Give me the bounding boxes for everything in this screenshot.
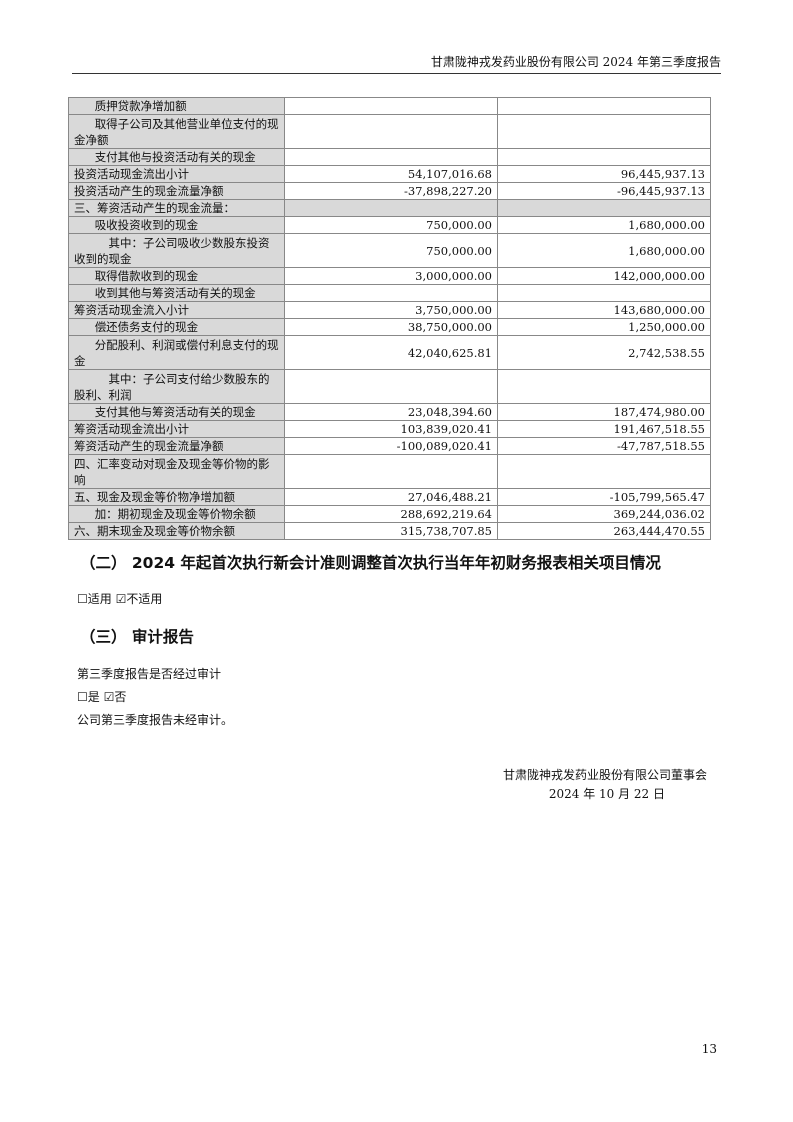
current-period-value: 42,040,625.81 bbox=[284, 335, 498, 370]
row-label: 质押贷款净增加额 bbox=[68, 97, 285, 115]
row-label: 加：期初现金及现金等价物余额 bbox=[68, 505, 285, 523]
prior-period-value bbox=[497, 454, 711, 489]
current-period-value: 315,738,707.85 bbox=[284, 522, 498, 540]
prior-period-value bbox=[497, 148, 711, 166]
current-period-value bbox=[284, 114, 498, 149]
row-label: 投资活动产生的现金流量净额 bbox=[68, 182, 285, 200]
row-label: 其中：子公司吸收少数股东投资收到的现金 bbox=[68, 233, 285, 268]
current-period-value bbox=[284, 369, 498, 404]
section-heading-3: （三） 审计报告 bbox=[80, 628, 194, 646]
prior-period-value: 143,680,000.00 bbox=[497, 301, 711, 319]
table-row: 收到其他与筹资活动有关的现金 bbox=[68, 284, 711, 302]
row-label: 取得借款收到的现金 bbox=[68, 267, 285, 285]
prior-period-value: 369,244,036.02 bbox=[497, 505, 711, 523]
table-row: 其中：子公司支付给少数股东的股利、利润 bbox=[68, 369, 711, 404]
audit-options: ☐是 ☑否 bbox=[77, 690, 127, 704]
current-period-value: 750,000.00 bbox=[284, 216, 498, 234]
prior-period-value bbox=[497, 97, 711, 115]
prior-period-value bbox=[497, 284, 711, 302]
table-row: 筹资活动现金流出小计 103,839,020.41 191,467,518.55 bbox=[68, 420, 711, 438]
current-period-value: 27,046,488.21 bbox=[284, 488, 498, 506]
table-row: 分配股利、利润或偿付利息支付的现金 42,040,625.81 2,742,538.… bbox=[68, 335, 711, 370]
current-period-value bbox=[284, 454, 498, 489]
page-header: 甘肃陇神戎发药业股份有限公司 2024 年第三季度报告 bbox=[430, 55, 721, 69]
table-row: 投资活动现金流出小计 54,107,016.68 96,445,937.13 bbox=[68, 165, 711, 183]
prior-period-value: 2,742,538.55 bbox=[497, 335, 711, 370]
current-period-value: 38,750,000.00 bbox=[284, 318, 498, 336]
table-row: 五、现金及现金等价物净增加额 27,046,488.21 -105,799,565.… bbox=[68, 488, 711, 506]
prior-period-value bbox=[497, 199, 711, 217]
table-row: 筹资活动现金流入小计 3,750,000.00 143,680,000.00 bbox=[68, 301, 711, 319]
cash-flow-table: 质押贷款净增加额 取得子公司及其他营业单位支付的现金净额 支付其他与投资活动有关的现… bbox=[68, 97, 711, 540]
row-label: 支付其他与投资活动有关的现金 bbox=[68, 148, 285, 166]
prior-period-value: 263,444,470.55 bbox=[497, 522, 711, 540]
row-label: 三、筹资活动产生的现金流量： bbox=[68, 199, 285, 217]
row-label: 分配股利、利润或偿付利息支付的现金 bbox=[68, 335, 285, 370]
prior-period-value: 1,680,000.00 bbox=[497, 216, 711, 234]
table-row: 投资活动产生的现金流量净额 -37,898,227.20 -96,445,937.1… bbox=[68, 182, 711, 200]
table-row: 四、汇率变动对现金及现金等价物的影响 bbox=[68, 454, 711, 489]
table-row: 质押贷款净增加额 bbox=[68, 97, 711, 115]
table-row: 吸收投资收到的现金 750,000.00 1,680,000.00 bbox=[68, 216, 711, 234]
prior-period-value bbox=[497, 369, 711, 404]
table-row: 取得子公司及其他营业单位支付的现金净额 bbox=[68, 114, 711, 149]
row-label: 取得子公司及其他营业单位支付的现金净额 bbox=[68, 114, 285, 149]
prior-period-value: -47,787,518.55 bbox=[497, 437, 711, 455]
section-heading-2: （二） 2024 年起首次执行新会计准则调整首次执行当年年初财务报表相关项目情况 bbox=[80, 554, 661, 572]
prior-period-value: 1,250,000.00 bbox=[497, 318, 711, 336]
current-period-value: 3,000,000.00 bbox=[284, 267, 498, 285]
prior-period-value: 142,000,000.00 bbox=[497, 267, 711, 285]
current-period-value: 288,692,219.64 bbox=[284, 505, 498, 523]
row-label: 其中：子公司支付给少数股东的股利、利润 bbox=[68, 369, 285, 404]
current-period-value bbox=[284, 199, 498, 217]
row-label: 吸收投资收到的现金 bbox=[68, 216, 285, 234]
current-period-value: 23,048,394.60 bbox=[284, 403, 498, 421]
current-period-value: -100,089,020.41 bbox=[284, 437, 498, 455]
row-label: 支付其他与筹资活动有关的现金 bbox=[68, 403, 285, 421]
row-label: 六、期末现金及现金等价物余额 bbox=[68, 522, 285, 540]
current-period-value: 103,839,020.41 bbox=[284, 420, 498, 438]
current-period-value bbox=[284, 148, 498, 166]
current-period-value: 3,750,000.00 bbox=[284, 301, 498, 319]
applicability-options: ☐适用 ☑不适用 bbox=[77, 592, 163, 606]
prior-period-value: -96,445,937.13 bbox=[497, 182, 711, 200]
row-label: 筹资活动产生的现金流量净额 bbox=[68, 437, 285, 455]
row-label: 筹资活动现金流入小计 bbox=[68, 301, 285, 319]
current-period-value bbox=[284, 284, 498, 302]
current-period-value: 54,107,016.68 bbox=[284, 165, 498, 183]
signature-company: 甘肃陇神戎发药业股份有限公司董事会 bbox=[502, 768, 707, 782]
row-label: 四、汇率变动对现金及现金等价物的影响 bbox=[68, 454, 285, 489]
page-number: 13 bbox=[701, 1042, 717, 1056]
row-label: 五、现金及现金等价物净增加额 bbox=[68, 488, 285, 506]
row-label: 收到其他与筹资活动有关的现金 bbox=[68, 284, 285, 302]
table-row: 支付其他与投资活动有关的现金 bbox=[68, 148, 711, 166]
table-row: 筹资活动产生的现金流量净额 -100,089,020.41 -47,787,518.… bbox=[68, 437, 711, 455]
current-period-value: -37,898,227.20 bbox=[284, 182, 498, 200]
prior-period-value: -105,799,565.47 bbox=[497, 488, 711, 506]
table-row: 支付其他与筹资活动有关的现金 23,048,394.60 187,474,980.0… bbox=[68, 403, 711, 421]
table-row: 其中：子公司吸收少数股东投资收到的现金 750,000.00 1,680,000.0… bbox=[68, 233, 711, 268]
row-label: 偿还债务支付的现金 bbox=[68, 318, 285, 336]
table-row: 偿还债务支付的现金 38,750,000.00 1,250,000.00 bbox=[68, 318, 711, 336]
audit-statement: 公司第三季度报告未经审计。 bbox=[77, 713, 234, 727]
current-period-value bbox=[284, 97, 498, 115]
prior-period-value bbox=[497, 114, 711, 149]
signature-date: 2024 年 10 月 22 日 bbox=[548, 787, 665, 801]
prior-period-value: 96,445,937.13 bbox=[497, 165, 711, 183]
table-row: 六、期末现金及现金等价物余额 315,738,707.85 263,444,470.… bbox=[68, 522, 711, 540]
row-label: 投资活动现金流出小计 bbox=[68, 165, 285, 183]
audit-question: 第三季度报告是否经过审计 bbox=[77, 667, 222, 681]
prior-period-value: 191,467,518.55 bbox=[497, 420, 711, 438]
prior-period-value: 187,474,980.00 bbox=[497, 403, 711, 421]
table-row: 加：期初现金及现金等价物余额 288,692,219.64 369,244,036.… bbox=[68, 505, 711, 523]
row-label: 筹资活动现金流出小计 bbox=[68, 420, 285, 438]
table-row: 三、筹资活动产生的现金流量： bbox=[68, 199, 711, 217]
current-period-value: 750,000.00 bbox=[284, 233, 498, 268]
table-row: 取得借款收到的现金 3,000,000.00 142,000,000.00 bbox=[68, 267, 711, 285]
header-divider bbox=[72, 73, 721, 74]
prior-period-value: 1,680,000.00 bbox=[497, 233, 711, 268]
